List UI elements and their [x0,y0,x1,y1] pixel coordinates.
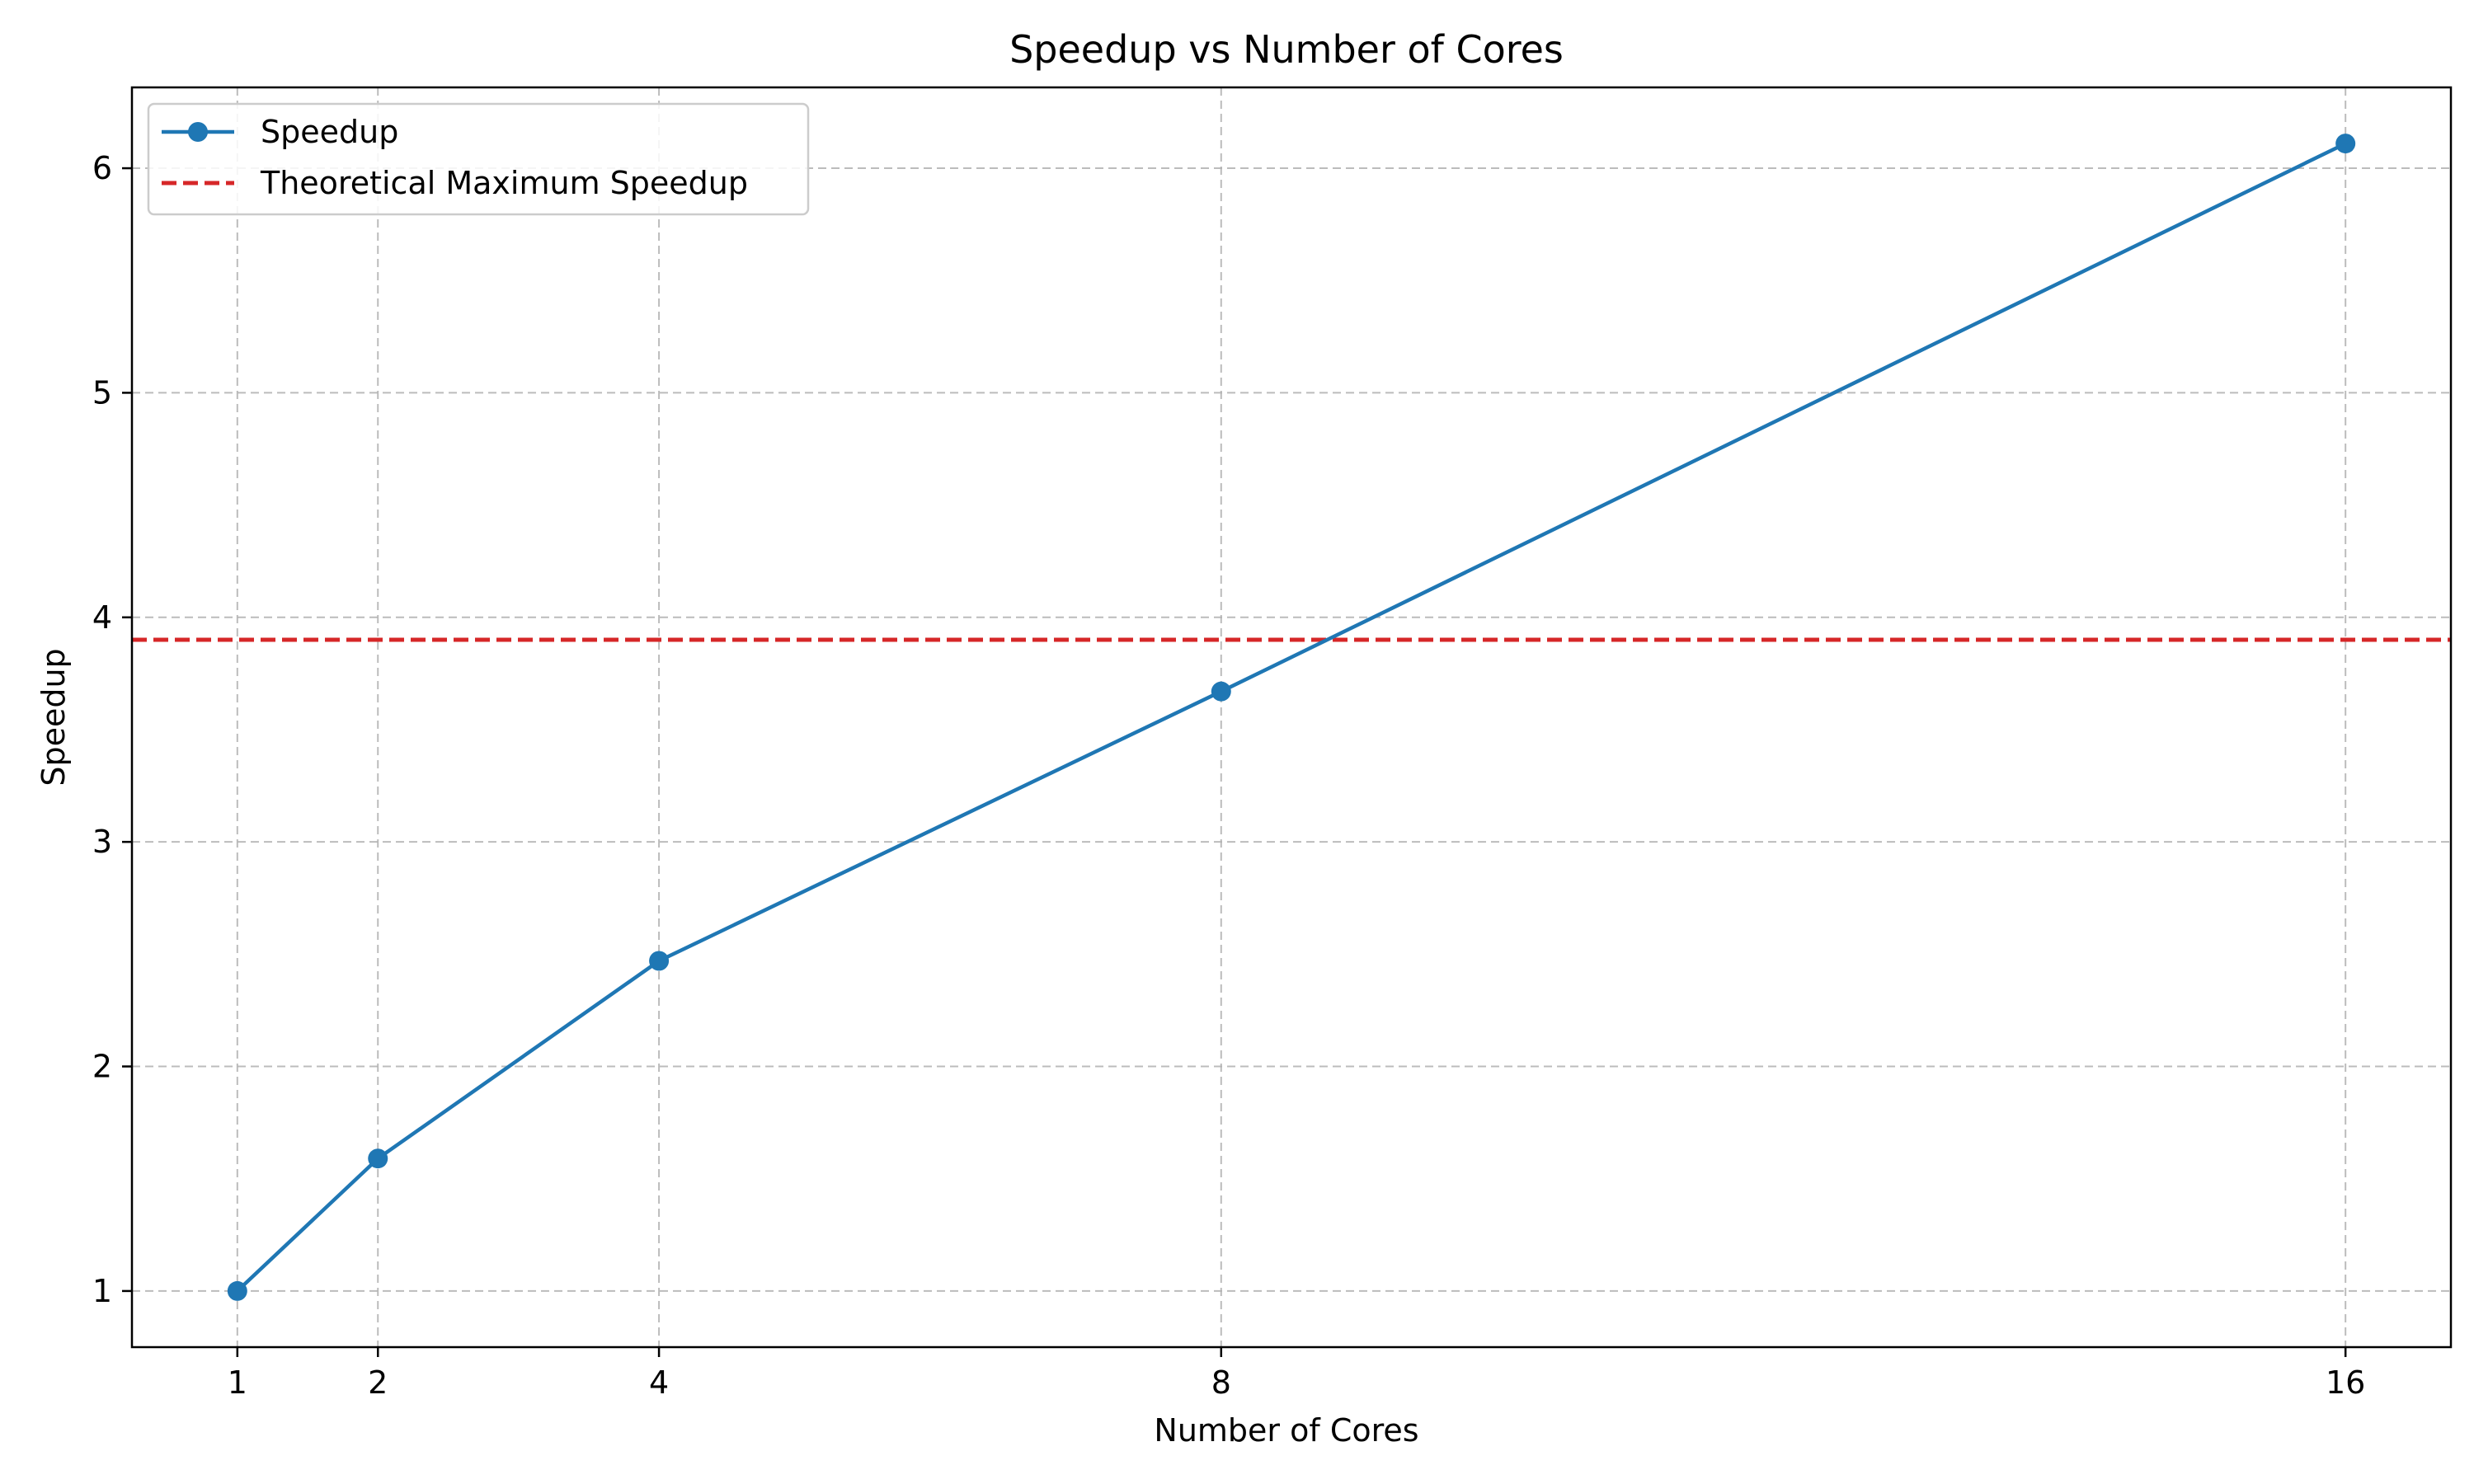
y-tick-label: 6 [92,150,112,186]
y-axis-label: Speedup [35,648,72,786]
x-tick-label: 16 [2326,1364,2365,1401]
series [227,134,2356,1301]
y-tick-label: 5 [92,374,112,411]
speedup-point [649,951,670,971]
speedup-point [227,1280,247,1301]
chart-title: Speedup vs Number of Cores [1009,27,1564,72]
y-ticks: 1 2 3 4 5 6 [92,150,132,1309]
speedup-point [1211,681,1231,702]
legend-speedup-marker [188,122,208,142]
speedup-point [368,1148,388,1169]
x-axis-label: Number of Cores [1154,1412,1418,1449]
y-tick-label: 1 [92,1273,112,1309]
legend: Speedup Theoretical Maximum Speedup [147,102,810,216]
x-tick-label: 8 [1211,1364,1231,1401]
x-tick-label: 1 [228,1364,247,1401]
x-tick-label: 4 [649,1364,669,1401]
legend-frame [147,102,810,216]
plot-frame [130,86,2453,1349]
legend-label-speedup: Speedup [261,114,398,150]
y-tick-label: 4 [92,599,112,636]
speedup-point [2335,134,2356,154]
y-tick-label: 2 [92,1049,112,1085]
y-tick-label: 3 [92,824,112,860]
legend-label-theoretical-max: Theoretical Maximum Speedup [260,165,748,201]
x-tick-label: 2 [368,1364,388,1401]
x-ticks: 1 2 4 8 16 [228,1347,2365,1401]
